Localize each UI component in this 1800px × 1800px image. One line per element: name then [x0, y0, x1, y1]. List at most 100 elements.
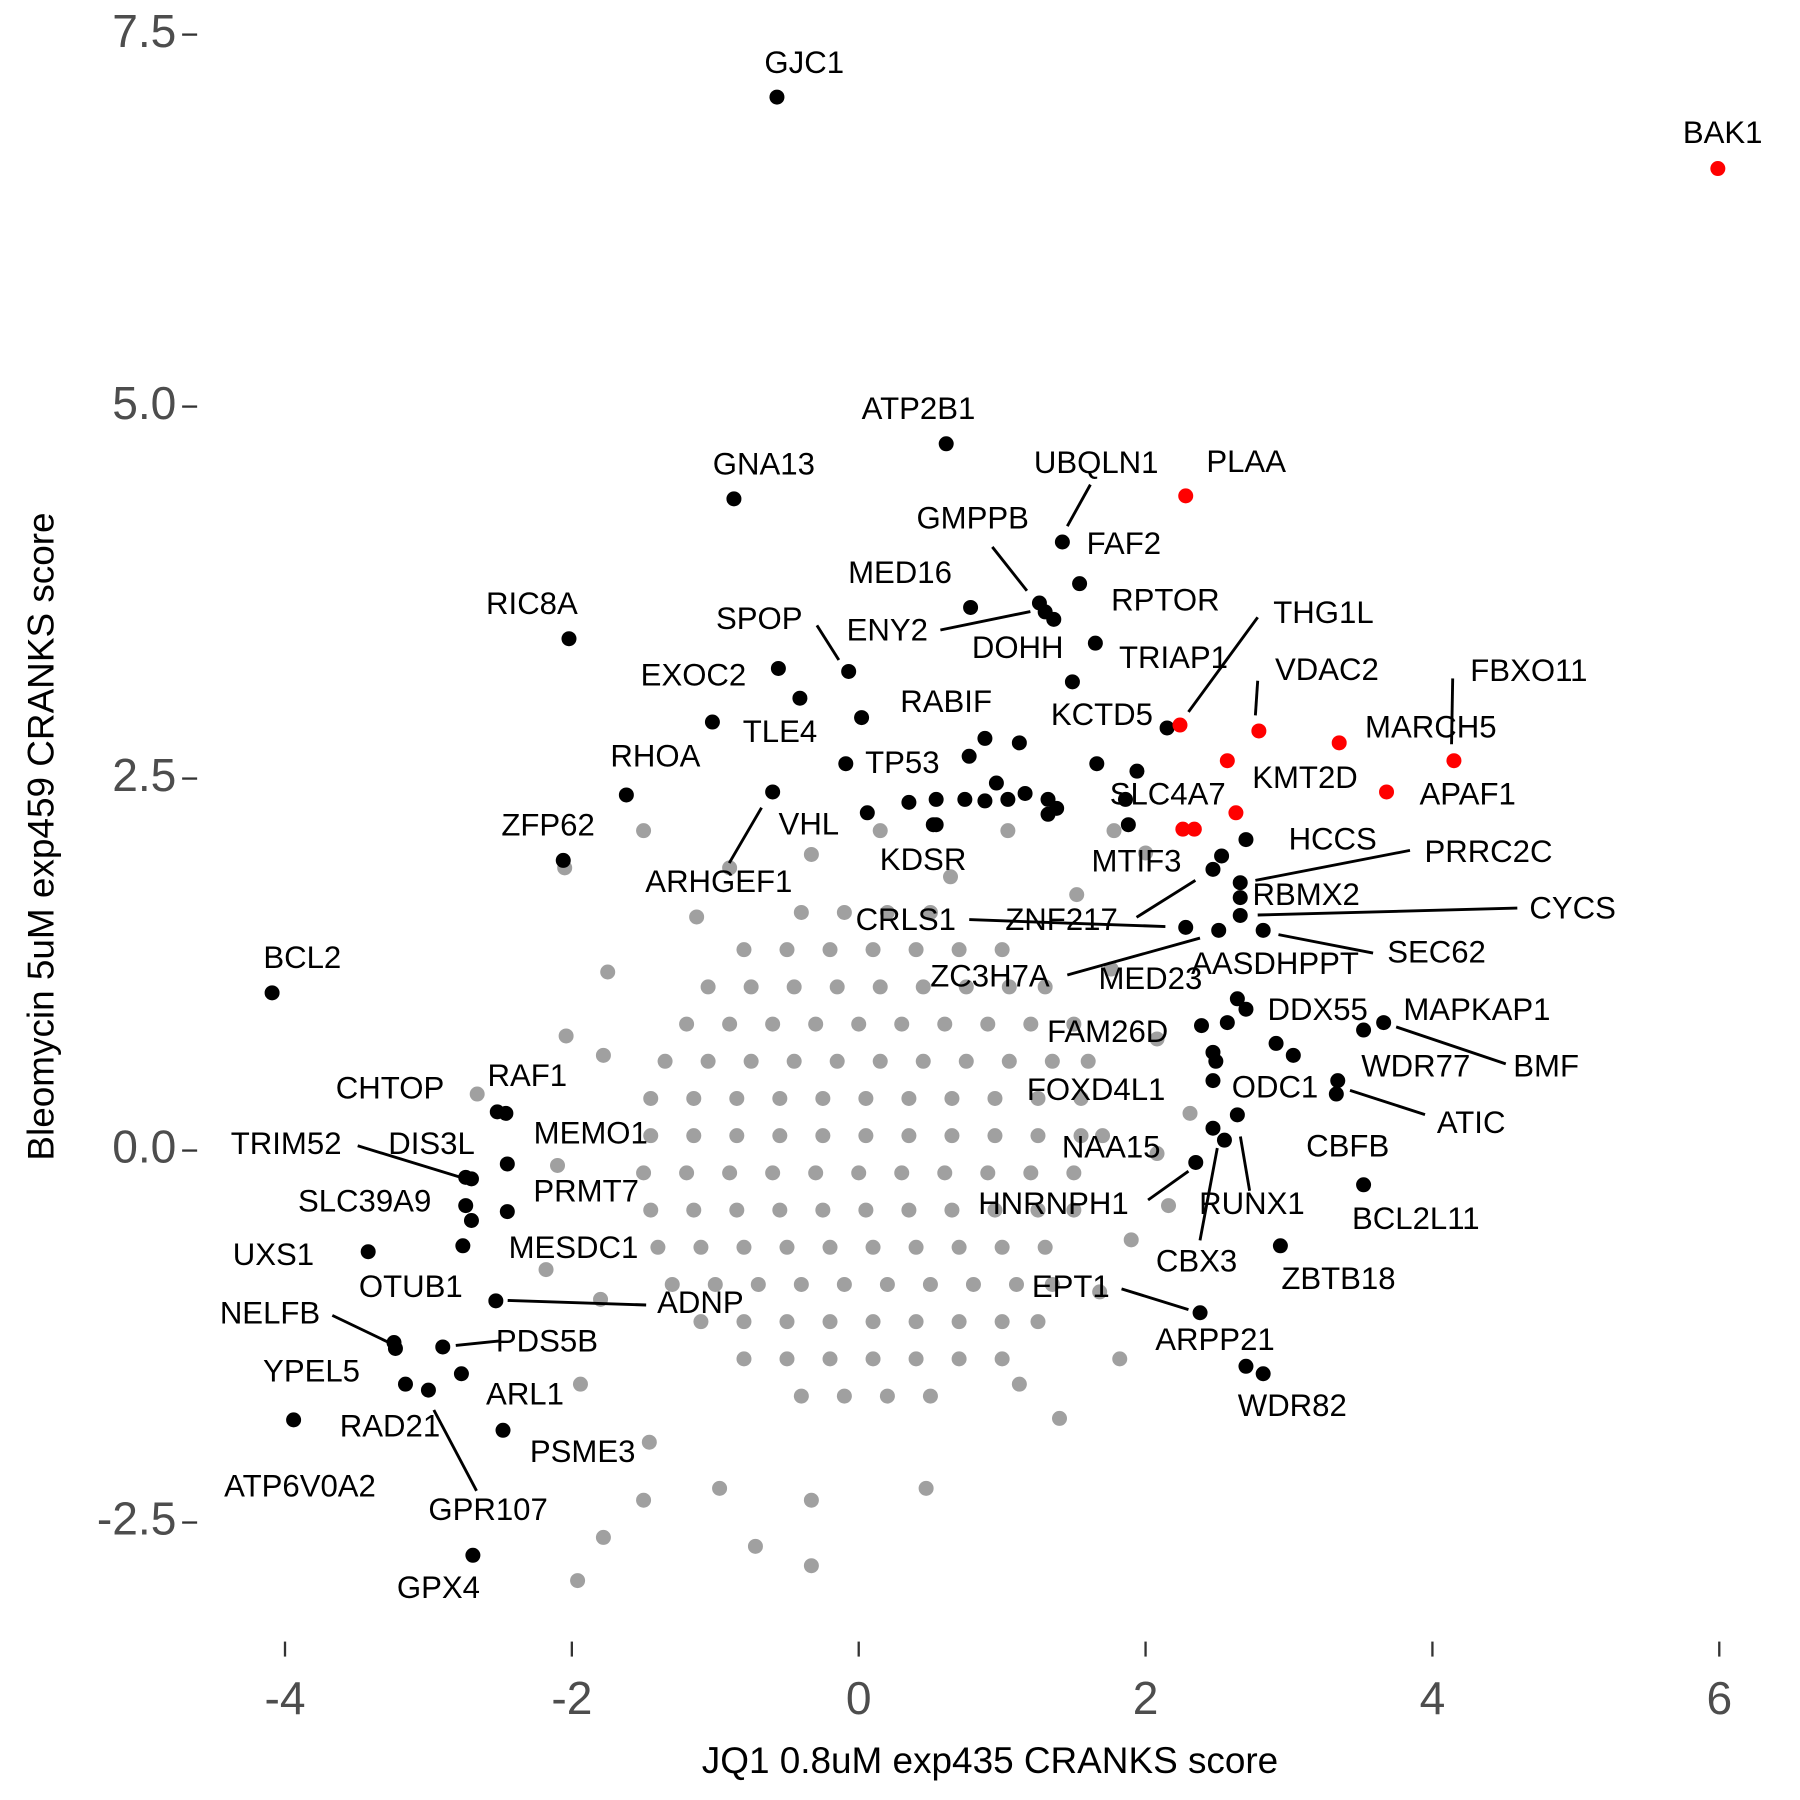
gene-point — [1037, 1239, 1053, 1255]
gene-point — [1001, 979, 1017, 995]
gene-point — [1052, 1410, 1068, 1426]
gene-label: RIC8A — [486, 586, 578, 621]
x-axis-title: JQ1 0.8uM exp435 CRANKS score — [702, 1740, 1278, 1781]
y-tick-label: 0.0 — [112, 1121, 176, 1173]
gene-point — [736, 1239, 752, 1255]
gene-point — [700, 1053, 716, 1069]
hit-point — [1117, 791, 1133, 807]
hit-point — [1214, 848, 1230, 864]
leader-line — [357, 1144, 460, 1179]
gene-point — [918, 1480, 934, 1496]
gene-label: MEMO1 — [534, 1116, 648, 1151]
gene-point — [822, 1314, 838, 1330]
gene-label: FBXO11 — [1470, 653, 1587, 688]
gene-label: ADNP — [657, 1285, 744, 1320]
hit-point — [561, 631, 577, 647]
gene-point — [636, 1492, 652, 1508]
gene-point — [1073, 1128, 1089, 1144]
gene-label: ZC3H7A — [930, 959, 1050, 994]
gene-label: CHTOP — [336, 1071, 444, 1106]
hit-point — [1328, 1086, 1344, 1102]
hit-point — [792, 690, 808, 706]
hit-point — [977, 793, 993, 809]
gene-label: ARHGEF1 — [645, 864, 792, 899]
hit-point — [1238, 1001, 1254, 1017]
hit-point — [928, 791, 944, 807]
leader-line — [1238, 1136, 1252, 1192]
hit-point — [286, 1412, 302, 1428]
hit-point — [1219, 1015, 1235, 1031]
gene-label: OTUB1 — [359, 1269, 463, 1304]
gene-point — [915, 979, 931, 995]
gene-point — [858, 1202, 874, 1218]
gene-label: DOHH — [972, 630, 1064, 665]
gene-point — [743, 979, 759, 995]
hit-point — [435, 1339, 451, 1355]
leader-line — [727, 806, 763, 864]
gene-point — [1112, 1351, 1128, 1367]
leader-line — [331, 1314, 389, 1344]
gene-point — [1023, 1165, 1039, 1181]
gene-point — [901, 1128, 917, 1144]
gene-label: TP53 — [865, 745, 939, 780]
gene-point — [689, 909, 705, 925]
gene-label: DDX55 — [1267, 992, 1367, 1027]
gene-label: SPOP — [716, 601, 803, 636]
gene-point — [944, 1090, 960, 1106]
gene-point — [865, 1314, 881, 1330]
hit-point — [1356, 1022, 1372, 1038]
gene-label: WDR77 — [1361, 1049, 1470, 1084]
gene-point — [1161, 1198, 1177, 1214]
gene-point — [937, 1165, 953, 1181]
gene-point — [572, 1376, 588, 1392]
gene-label: PRRC2C — [1424, 834, 1552, 869]
hit-point — [1379, 784, 1395, 800]
gene-point — [779, 1239, 795, 1255]
hit-point — [1175, 821, 1191, 837]
hit-point — [499, 1156, 515, 1172]
gene-point — [600, 964, 616, 980]
gene-label: AASDHPPT — [1191, 946, 1359, 981]
gene-point — [951, 1239, 967, 1255]
leader-line — [1349, 1089, 1426, 1116]
hit-point — [1194, 1018, 1210, 1034]
gene-point — [822, 1239, 838, 1255]
gene-point — [865, 1239, 881, 1255]
hit-point — [1054, 534, 1070, 550]
gene-point — [595, 1529, 611, 1545]
hit-point — [1330, 1073, 1346, 1089]
gene-point — [815, 1090, 831, 1106]
gene-point — [595, 1047, 611, 1063]
gene-label: BMF — [1513, 1049, 1579, 1084]
gene-point — [829, 1053, 845, 1069]
gene-point — [908, 942, 924, 958]
gene-point — [1030, 1090, 1046, 1106]
gene-label: WDR82 — [1238, 1388, 1347, 1423]
gene-point — [793, 904, 809, 920]
hit-point — [387, 1340, 403, 1356]
gene-label: GJC1 — [764, 45, 844, 80]
gene-point — [803, 846, 819, 862]
y-tick-label: 5.0 — [112, 377, 176, 429]
gene-point — [786, 1053, 802, 1069]
gene-point — [994, 1239, 1010, 1255]
hit-point — [957, 791, 973, 807]
gene-point — [1080, 1053, 1096, 1069]
hit-point — [704, 714, 720, 730]
gene-point — [1008, 1276, 1024, 1292]
gene-point — [779, 1314, 795, 1330]
gene-point — [636, 823, 652, 839]
gene-point — [1095, 1128, 1111, 1144]
gene-label: ZBTB18 — [1281, 1261, 1395, 1296]
hit-point — [458, 1169, 474, 1185]
gene-point — [1149, 1031, 1165, 1047]
gene-point — [558, 1028, 574, 1044]
gene-point — [1123, 1232, 1139, 1248]
gene-point — [922, 1388, 938, 1404]
gene-label: UBQLN1 — [1034, 445, 1159, 480]
gene-point — [894, 1165, 910, 1181]
gene-point — [1037, 979, 1053, 995]
gene-label: RAF1 — [488, 1058, 568, 1093]
gene-point — [1066, 1165, 1082, 1181]
